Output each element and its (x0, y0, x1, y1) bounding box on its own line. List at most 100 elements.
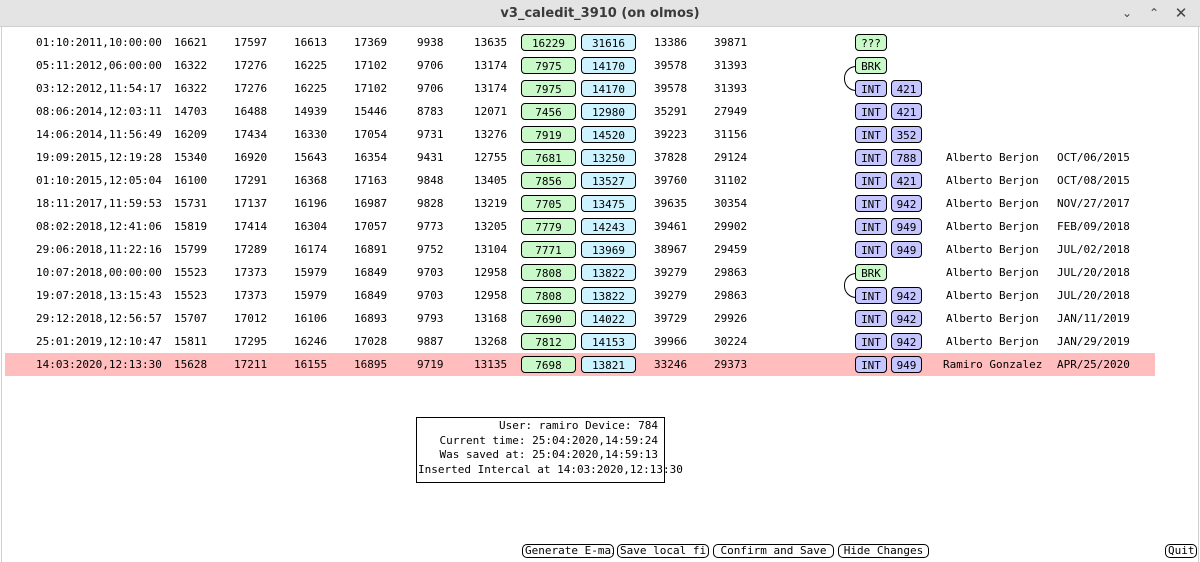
value-cell: 31393 (714, 59, 748, 72)
green-value-cell[interactable]: 7975 (521, 57, 576, 74)
generate-email-button[interactable]: Generate E-mail (522, 544, 614, 558)
green-value-cell[interactable]: 7856 (521, 172, 576, 189)
table-row[interactable]: 03:12:2012,11:54:17 16322 17276 16225 17102 9… (5, 77, 1155, 100)
value-cell: 13135 (474, 358, 508, 371)
green-value-cell[interactable]: 7698 (521, 356, 576, 373)
cyan-value-cell[interactable]: 13527 (581, 172, 636, 189)
type-tag[interactable]: BRK (855, 57, 887, 74)
value-cell: 29863 (714, 266, 748, 279)
cyan-value-cell[interactable]: 14170 (581, 57, 636, 74)
type-tag[interactable]: ??? (855, 34, 887, 51)
cyan-value-cell[interactable]: 14153 (581, 333, 636, 350)
green-value-cell[interactable]: 7812 (521, 333, 576, 350)
cyan-value-cell[interactable]: 14022 (581, 310, 636, 327)
type-tag[interactable]: INT (855, 287, 887, 304)
green-value-cell[interactable]: 7771 (521, 241, 576, 258)
close-icon[interactable]: ✕ (1174, 4, 1188, 22)
date-cell: APR/25/2020 (1057, 358, 1130, 371)
cyan-value-cell[interactable]: 13250 (581, 149, 636, 166)
confirm-and-save-button[interactable]: Confirm and Save (713, 544, 834, 558)
table-row[interactable]: 08:06:2014,12:03:11 14703 16488 14939 15446 8… (5, 100, 1155, 123)
value-cell: 9703 (417, 289, 444, 302)
value-cell: 9773 (417, 220, 444, 233)
type-tag[interactable]: INT (855, 310, 887, 327)
value-cell: 17369 (354, 36, 388, 49)
type-tag[interactable]: INT (855, 333, 887, 350)
cyan-value-cell[interactable]: 13821 (581, 356, 636, 373)
channel-tag[interactable]: 421 (891, 80, 922, 97)
value-cell: 13174 (474, 59, 508, 72)
table-row[interactable]: 14:06:2014,11:56:49 16209 17434 16330 17054 9… (5, 123, 1155, 146)
green-value-cell[interactable]: 7919 (521, 126, 576, 143)
green-value-cell[interactable]: 7975 (521, 80, 576, 97)
cyan-value-cell[interactable]: 13822 (581, 287, 636, 304)
type-tag[interactable]: BRK (855, 264, 887, 281)
cyan-value-cell[interactable]: 14243 (581, 218, 636, 235)
minimize-icon[interactable]: ⌄ (1121, 6, 1133, 20)
table-row[interactable]: 29:12:2018,12:56:57 15707 17012 16106 16893 9… (5, 307, 1155, 330)
author-cell: Alberto Berjon (946, 289, 1039, 302)
table-row[interactable]: 18:11:2017,11:59:53 15731 17137 16196 16987 9… (5, 192, 1155, 215)
green-value-cell[interactable]: 7681 (521, 149, 576, 166)
cyan-value-cell[interactable]: 13969 (581, 241, 636, 258)
channel-tag[interactable]: 942 (891, 310, 922, 327)
table-row[interactable]: 14:03:2020,12:13:30 15628 17211 16155 16895 9… (5, 353, 1155, 376)
table-row[interactable]: 10:07:2018,00:00:00 15523 17373 15979 16849 9… (5, 261, 1155, 284)
value-cell: 16354 (354, 151, 388, 164)
green-value-cell[interactable]: 7808 (521, 264, 576, 281)
table-row[interactable]: 01:10:2011,10:00:00 16621 17597 16613 17369 9… (5, 31, 1155, 54)
table-row[interactable]: 25:01:2019,12:10:47 15811 17295 16246 17028 9… (5, 330, 1155, 353)
cyan-value-cell[interactable]: 12980 (581, 103, 636, 120)
type-tag[interactable]: INT (855, 356, 887, 373)
type-tag[interactable]: INT (855, 149, 887, 166)
table-row[interactable]: 19:09:2015,12:19:28 15340 16920 15643 16354 9… (5, 146, 1155, 169)
green-value-cell[interactable]: 7779 (521, 218, 576, 235)
green-value-cell[interactable]: 7705 (521, 195, 576, 212)
type-tag[interactable]: INT (855, 126, 887, 143)
cyan-value-cell[interactable]: 13822 (581, 264, 636, 281)
green-value-cell[interactable]: 7690 (521, 310, 576, 327)
channel-tag[interactable]: 949 (891, 241, 922, 258)
table-row[interactable]: 08:02:2018,12:41:06 15819 17414 16304 17057 9… (5, 215, 1155, 238)
table-row[interactable]: 05:11:2012,06:00:00 16322 17276 16225 17102 9… (5, 54, 1155, 77)
table-row[interactable]: 01:10:2015,12:05:04 16100 17291 16368 17163 9… (5, 169, 1155, 192)
table-row[interactable]: 19:07:2018,13:15:43 15523 17373 15979 16849 9… (5, 284, 1155, 307)
table-row[interactable]: 29:06:2018,11:22:16 15799 17289 16174 16891 9… (5, 238, 1155, 261)
channel-tag[interactable]: 421 (891, 172, 922, 189)
type-tag[interactable]: INT (855, 218, 887, 235)
green-value-cell[interactable]: 16229 (521, 34, 576, 51)
cyan-value-cell[interactable]: 31616 (581, 34, 636, 51)
value-cell: 29124 (714, 151, 748, 164)
value-cell: 29459 (714, 243, 748, 256)
channel-tag[interactable]: 949 (891, 356, 922, 373)
channel-tag[interactable]: 352 (891, 126, 922, 143)
hide-changes-button[interactable]: Hide Changes (838, 544, 929, 558)
type-tag[interactable]: INT (855, 195, 887, 212)
timestamp-cell: 05:11:2012,06:00:00 (36, 59, 162, 72)
channel-tag[interactable]: 942 (891, 195, 922, 212)
quit-button[interactable]: Quit (1165, 544, 1197, 558)
cyan-value-cell[interactable]: 14520 (581, 126, 636, 143)
channel-tag[interactable]: 788 (891, 149, 922, 166)
value-cell: 15819 (174, 220, 208, 233)
timestamp-cell: 29:12:2018,12:56:57 (36, 312, 162, 325)
value-cell: 27949 (714, 105, 748, 118)
green-value-cell[interactable]: 7808 (521, 287, 576, 304)
maximize-icon[interactable]: ⌃ (1148, 6, 1160, 20)
value-cell: 16196 (294, 197, 328, 210)
saved-time-line: Was saved at: 25:04:2020,14:59:13 (439, 448, 658, 461)
channel-tag[interactable]: 421 (891, 103, 922, 120)
type-tag[interactable]: INT (855, 80, 887, 97)
cyan-value-cell[interactable]: 14170 (581, 80, 636, 97)
cyan-value-cell[interactable]: 13475 (581, 195, 636, 212)
channel-tag[interactable]: 949 (891, 218, 922, 235)
type-tag[interactable]: INT (855, 241, 887, 258)
type-tag[interactable]: INT (855, 103, 887, 120)
channel-tag[interactable]: 942 (891, 333, 922, 350)
green-value-cell[interactable]: 7456 (521, 103, 576, 120)
save-local-file-button[interactable]: Save local file (617, 544, 709, 558)
window-titlebar[interactable]: v3_caledit_3910 (on olmos) ⌄ ⌃ ✕ (0, 0, 1200, 27)
value-cell: 14939 (294, 105, 328, 118)
channel-tag[interactable]: 942 (891, 287, 922, 304)
type-tag[interactable]: INT (855, 172, 887, 189)
